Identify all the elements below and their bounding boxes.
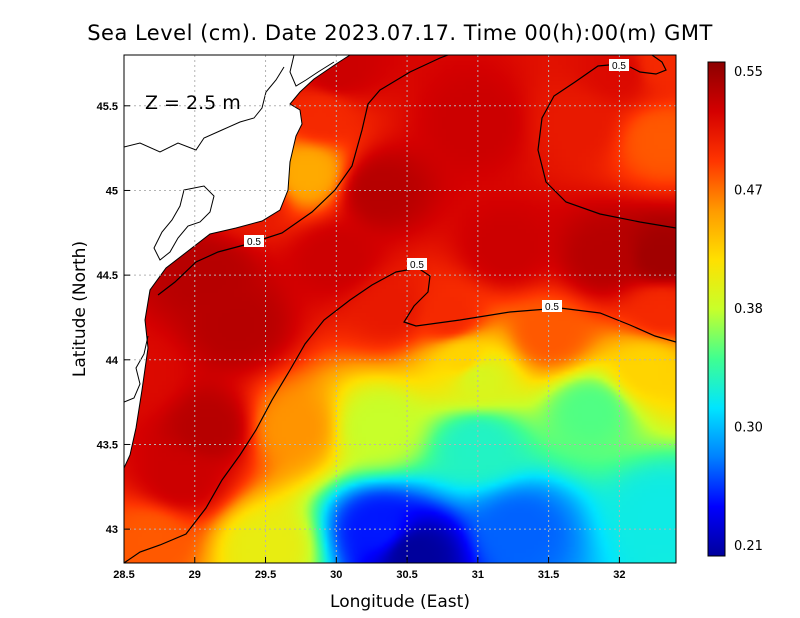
svg-text:0.5: 0.5 [247, 237, 261, 248]
x-tick-label: 29.5 [255, 569, 276, 581]
y-tick-label: 44 [106, 355, 119, 367]
x-tick-label: 32 [613, 569, 625, 581]
colorbar-tick-label: 0.47 [734, 184, 763, 199]
plot-frame [123, 54, 677, 564]
x-tick-label: 30 [330, 569, 342, 581]
y-tick-label: 43 [106, 524, 118, 536]
x-tick-label: 31 [472, 569, 484, 581]
y-tick-label: 45.5 [97, 101, 118, 113]
y-axis-label: Latitude (North) [70, 241, 90, 377]
contour-line-corner [629, 55, 667, 75]
contour-line-northeast [537, 63, 676, 229]
contour-label-1: 0.5 [244, 235, 264, 248]
y-tick-label: 44.5 [97, 270, 118, 282]
colorbar-tick-label: 0.21 [734, 539, 763, 554]
colorbar-tick-label: 0.55 [734, 65, 763, 80]
contour-line-north [157, 55, 449, 296]
x-axis: 28.5 29 29.5 30 30.5 31 31.5 32 [113, 557, 626, 581]
grid-lines [124, 55, 676, 563]
land-area [124, 55, 351, 469]
x-tick-label: 30.5 [396, 569, 417, 581]
colorbar-gradient [707, 61, 726, 557]
contour-label-2: 0.5 [407, 258, 427, 271]
contour-label-3: 0.5 [542, 300, 562, 313]
svg-text:0.5: 0.5 [612, 61, 626, 72]
colorbar-tick-label: 0.30 [734, 421, 763, 436]
svg-text:0.5: 0.5 [410, 260, 424, 271]
colorbar-ticks: 0.55 0.47 0.38 0.30 0.21 [734, 65, 763, 554]
depth-annotation: Z = 2.5 m [145, 92, 241, 114]
contour-line-main [124, 267, 676, 563]
colorbar: 0.55 0.47 0.38 0.30 0.21 [707, 61, 763, 557]
contour-labels: 0.5 0.5 0.5 0.5 [244, 59, 629, 313]
plot-area: 0.5 0.5 0.5 0.5 Z = 2.5 m [123, 54, 677, 564]
contour-label-4: 0.5 [609, 59, 629, 72]
spit-line [289, 55, 335, 87]
y-tick-label: 43.5 [97, 439, 118, 451]
svg-text:0.5: 0.5 [545, 302, 559, 313]
chart-title: Sea Level (cm). Date 2023.07.17. Time 00… [87, 21, 713, 45]
x-axis-label: Longitude (East) [330, 592, 470, 612]
coast-bay-line [124, 335, 149, 403]
colorbar-tick-label: 0.38 [734, 302, 763, 317]
y-axis: 43 43.5 44 44.5 45 45.5 [97, 101, 130, 536]
lagoon [153, 185, 215, 261]
y-tick-label: 45 [106, 185, 118, 197]
x-tick-label: 28.5 [113, 569, 134, 581]
x-tick-label: 29 [189, 569, 201, 581]
x-tick-label: 31.5 [538, 569, 559, 581]
contour-lines [124, 55, 676, 563]
